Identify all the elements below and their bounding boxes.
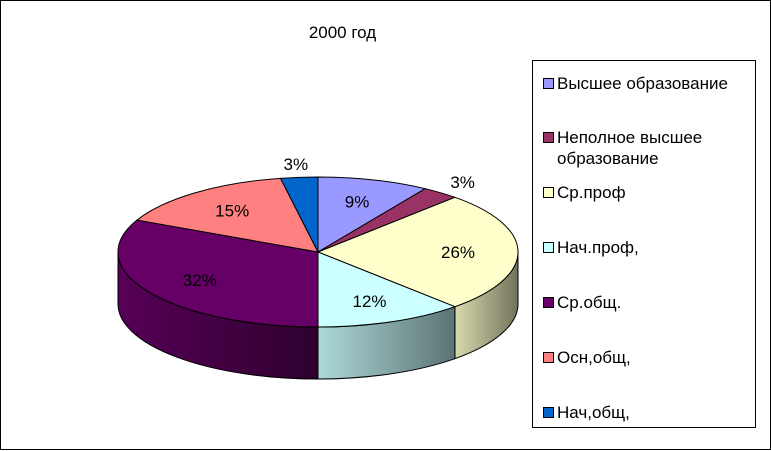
pie-slice-2 bbox=[316, 196, 519, 308]
legend-label-2: Ср.проф bbox=[557, 183, 626, 202]
legend-item-1: Неполное высшее образование bbox=[543, 127, 753, 169]
legend-item-6: Нач,общ, bbox=[543, 402, 753, 423]
legend-item-0: Высшее образование bbox=[543, 73, 753, 94]
legend-item-5: Осн,общ, bbox=[543, 347, 753, 368]
legend-swatch-4 bbox=[543, 297, 554, 308]
legend-item-3: Нач.проф, bbox=[543, 237, 753, 258]
legend-label-0: Высшее образование bbox=[557, 74, 728, 93]
pie-slice-6 bbox=[279, 176, 319, 253]
legend-swatch-3 bbox=[543, 242, 554, 253]
legend-swatch-0 bbox=[543, 78, 554, 89]
pie-data-labels: 9% 3% 26% 12% 32% 15% 3% bbox=[183, 155, 475, 311]
pie-label-3: 12% bbox=[353, 292, 387, 311]
pie-slices bbox=[117, 176, 519, 328]
pie-label-4: 32% bbox=[183, 271, 217, 290]
legend-label-5: Осн,общ, bbox=[557, 348, 631, 367]
pie-label-1: 3% bbox=[450, 173, 475, 192]
legend-label-1: Неполное высшее образование bbox=[557, 128, 703, 168]
pie-label-5: 15% bbox=[215, 202, 249, 221]
legend-swatch-5 bbox=[543, 352, 554, 363]
chart-title: 2000 год bbox=[308, 23, 377, 42]
pie-label-0: 9% bbox=[345, 193, 370, 212]
legend-item-2: Ср.проф bbox=[543, 182, 753, 203]
legend-label-3: Нач.проф, bbox=[557, 238, 639, 257]
legend-item-4: Ср.общ. bbox=[543, 292, 753, 313]
legend-label-6: Нач,общ, bbox=[557, 403, 630, 422]
pie-label-2: 26% bbox=[441, 243, 475, 262]
legend-label-4: Ср.общ. bbox=[557, 293, 622, 312]
pie-slice-5 bbox=[135, 177, 319, 253]
legend-swatch-6 bbox=[543, 407, 554, 418]
pie-label-6: 3% bbox=[284, 155, 309, 174]
chart-legend: Высшее образование Неполное высшее образо… bbox=[532, 60, 756, 428]
legend-swatch-1 bbox=[543, 132, 554, 143]
pie-slice-3 bbox=[317, 251, 457, 328]
legend-swatch-2 bbox=[543, 187, 554, 198]
pie-slice-0 bbox=[317, 176, 427, 253]
pie-slice-4 bbox=[117, 219, 319, 328]
